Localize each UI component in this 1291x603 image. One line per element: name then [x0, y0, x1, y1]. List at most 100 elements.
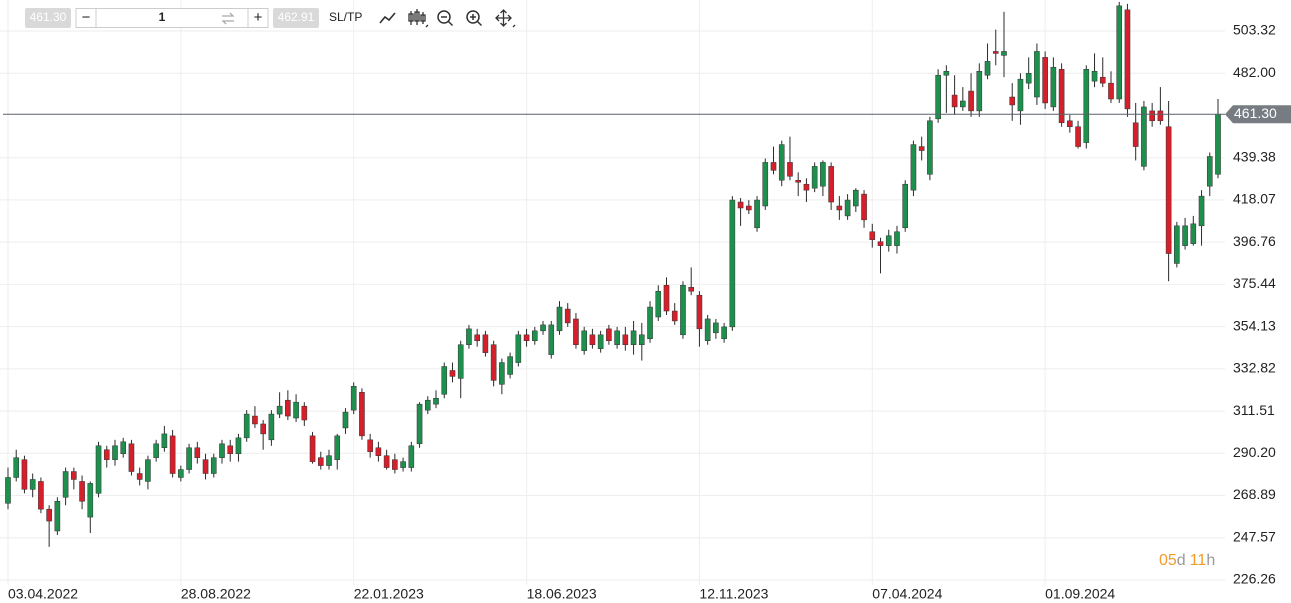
candle-body	[869, 231, 876, 240]
candle-body	[770, 162, 777, 171]
candle-body	[606, 328, 612, 342]
y-tick-label: 418.07	[1233, 191, 1276, 207]
candle-body	[392, 459, 398, 470]
sltp-button[interactable]: SL/TP	[329, 10, 362, 24]
candle-body	[762, 162, 769, 207]
candle-body	[1091, 71, 1098, 82]
candle-body	[910, 144, 917, 191]
candle-body	[285, 399, 291, 417]
countdown: 05d 11h	[1159, 552, 1215, 569]
candle-body	[1034, 51, 1040, 98]
candle-body	[795, 179, 802, 183]
candle-body	[1017, 78, 1024, 112]
candle-body	[1206, 156, 1213, 187]
candle-body	[589, 334, 596, 345]
candle-body	[680, 285, 686, 336]
candle-body	[885, 235, 892, 246]
buy-price[interactable]: 462.91	[278, 10, 315, 24]
candle-body	[968, 90, 974, 112]
candle-body	[1141, 106, 1147, 167]
candle-body	[54, 501, 61, 532]
y-tick-label: 503.32	[1233, 22, 1276, 38]
candle-body	[581, 330, 587, 351]
candle-body	[853, 189, 859, 207]
candle-body	[375, 447, 382, 456]
y-tick-label: 375.44	[1233, 275, 1276, 291]
candle-body	[877, 241, 884, 246]
plus-button[interactable]: +	[254, 9, 263, 26]
candle-body	[1132, 122, 1139, 147]
candle-body	[1025, 72, 1032, 84]
candle-body	[1116, 5, 1123, 100]
x-tick-label: 28.08.2022	[181, 586, 251, 602]
candle-body	[704, 318, 711, 342]
candle-body	[408, 445, 415, 468]
candle-body	[918, 146, 925, 151]
candle-body	[721, 326, 727, 340]
candle-body	[38, 481, 44, 510]
candle-body	[424, 399, 431, 411]
candle-body	[416, 403, 423, 445]
candle-body	[597, 334, 604, 349]
candle-body	[622, 334, 629, 345]
overlay: 226.26 247.57 268.89 290.20 311.51 332.82 354.…	[3, 22, 1291, 602]
candle-body	[1190, 223, 1197, 244]
candle-body	[630, 330, 637, 345]
candle-icon[interactable]	[408, 9, 429, 28]
candle-body	[639, 334, 645, 345]
candle-body	[1067, 120, 1073, 127]
candle-body	[548, 324, 555, 355]
candle-body	[663, 285, 670, 312]
candle-body	[713, 322, 719, 334]
candle-body	[210, 457, 217, 474]
candle-body	[1124, 9, 1131, 110]
candle-body	[178, 469, 184, 478]
candle-body	[433, 397, 439, 405]
candle-body	[79, 481, 85, 502]
candle-body	[507, 356, 513, 375]
candle-body	[120, 441, 127, 454]
y-tick-label: 311.51	[1233, 402, 1275, 418]
y-tick-label: 226.26	[1233, 571, 1276, 587]
quantity-box[interactable]	[75, 8, 269, 28]
candle-body	[1165, 126, 1172, 254]
candle-body	[655, 290, 662, 318]
swap-icon[interactable]	[221, 12, 235, 25]
candle-body	[1099, 76, 1106, 84]
candle-body	[334, 435, 341, 460]
zoom-in-icon[interactable]	[466, 10, 480, 24]
candle-body	[441, 366, 448, 395]
candle-body	[935, 74, 941, 120]
candle-body	[1108, 82, 1114, 100]
pan-icon[interactable]	[495, 9, 516, 28]
zoom-in-icon-part	[470, 14, 483, 27]
candle-body	[128, 443, 135, 472]
y-tick-label: 439.38	[1233, 148, 1276, 164]
candle-body	[29, 479, 36, 490]
candle-body	[614, 330, 620, 345]
candle-body	[803, 183, 810, 191]
candle-body	[927, 120, 933, 175]
candle-body	[820, 162, 826, 187]
candle-body	[688, 286, 694, 292]
candle-body	[844, 199, 851, 217]
grid	[0, 0, 1225, 585]
line-chart-icon[interactable]	[379, 12, 396, 24]
quantity[interactable]: 1	[159, 10, 166, 24]
candle-body	[746, 205, 752, 211]
zoom-out-icon[interactable]	[437, 10, 451, 24]
candle-body	[243, 413, 250, 439]
candle-body	[260, 423, 266, 435]
candle-body	[1215, 114, 1221, 175]
minus-button[interactable]: −	[82, 9, 91, 26]
sell-price[interactable]: 461.30	[30, 10, 67, 24]
countdown-unit: h	[1206, 552, 1215, 569]
candle-body	[1058, 69, 1065, 124]
buy-box[interactable]	[273, 8, 319, 28]
candle-body	[359, 392, 365, 437]
sell-box[interactable]	[25, 8, 71, 28]
candle-body	[5, 477, 11, 504]
candle-body	[457, 344, 464, 379]
candle-body	[46, 508, 52, 522]
